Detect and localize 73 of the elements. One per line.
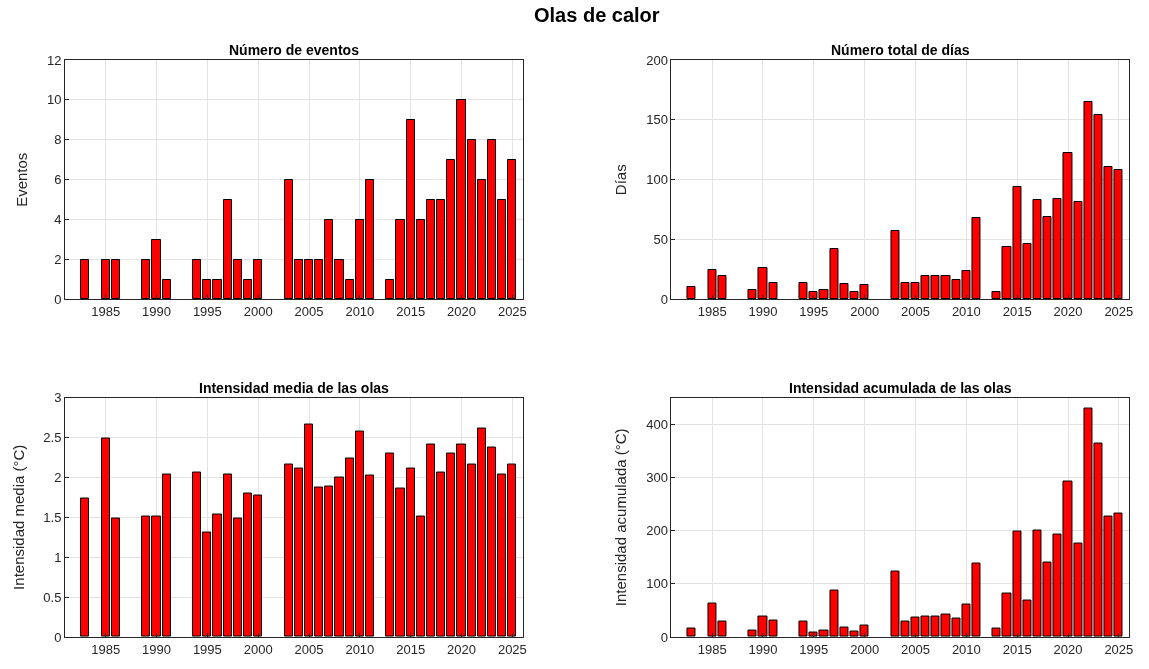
x-tick-label: 2015 (1002, 641, 1032, 657)
y-tick-label: 2 (54, 252, 62, 268)
x-tick-label: 2025 (497, 641, 527, 657)
x-tick-label: 2010 (345, 641, 375, 657)
x-tick-label: 2005 (901, 304, 930, 320)
x-tick-label: 1995 (799, 304, 829, 320)
x-tick-label: 2020 (1053, 641, 1083, 657)
y-tick-label: 150 (646, 112, 668, 128)
x-tick-label: 2020 (447, 641, 476, 657)
x-tick-label: 2005 (294, 641, 324, 657)
x-tick-label: 2025 (1104, 304, 1134, 320)
y-tick-label: 200 (646, 523, 668, 539)
x-tick-label: 2015 (396, 304, 426, 320)
bar (80, 259, 89, 299)
x-tick-label: 2025 (1104, 641, 1134, 657)
y-tick-label: 2.5 (43, 430, 62, 445)
x-tick-label: 1990 (142, 641, 171, 657)
y-tick-label: 2 (54, 469, 62, 485)
y-tick-label: 1 (54, 549, 62, 565)
x-tick-label: 2000 (243, 304, 273, 320)
x-tick-label: 2020 (1053, 304, 1083, 320)
y-tick-label: 0 (54, 292, 62, 308)
chart-title: Número total de días (831, 42, 970, 58)
y-axis-title: Días (612, 164, 630, 196)
x-tick-label: 2020 (447, 304, 476, 320)
bar (80, 497, 89, 637)
y-tick-label: 12 (46, 52, 62, 68)
x-tick-label: 1985 (91, 641, 121, 657)
x-tick-label: 2010 (345, 304, 375, 320)
y-tick-label: 4 (54, 212, 62, 228)
y-axis-title: Eventos (13, 152, 31, 207)
y-tick-label: 0.5 (43, 589, 62, 605)
x-tick-label: 1990 (142, 304, 171, 320)
x-tick-label: 2000 (243, 641, 273, 657)
y-tick-label: 10 (46, 92, 62, 108)
y-tick-label: 0 (660, 629, 668, 645)
chart-title: Número de eventos (229, 42, 360, 58)
y-tick-label: 50 (653, 232, 668, 248)
y-tick-label: 6 (54, 172, 62, 188)
x-tick-label: 2025 (497, 304, 527, 320)
x-tick-label: 1985 (697, 641, 727, 657)
x-tick-label: 2015 (396, 641, 426, 657)
y-tick-label: 100 (646, 172, 668, 188)
bar (686, 286, 696, 299)
x-tick-label: 1985 (697, 304, 727, 320)
text: Olas de calor (534, 4, 660, 26)
x-tick-label: 1985 (91, 304, 121, 320)
x-tick-label: 2010 (951, 641, 981, 657)
x-tick-label: 2005 (901, 641, 930, 657)
x-tick-label: 2015 (1002, 304, 1032, 320)
x-tick-label: 1995 (192, 641, 222, 657)
x-tick-label: 1995 (192, 304, 222, 320)
chart-title: Intensidad acumulada de las olas (789, 380, 1012, 396)
y-tick-label: 0 (660, 292, 668, 308)
x-tick-label: 2010 (951, 304, 981, 320)
y-tick-label: 8 (54, 132, 62, 148)
y-tick-label: 400 (646, 416, 668, 432)
y-tick-label: 100 (646, 576, 668, 592)
x-tick-label: 2005 (294, 304, 324, 320)
bar (686, 627, 696, 637)
y-axis-title: Intensidad acumulada (°C) (612, 428, 630, 607)
y-tick-label: 200 (646, 52, 668, 68)
y-tick-label: 0 (54, 629, 62, 645)
x-tick-label: 2000 (850, 641, 880, 657)
chart-title: Intensidad media de las olas (199, 380, 390, 396)
x-tick-label: 2000 (850, 304, 880, 320)
y-tick-label: 1.5 (43, 509, 62, 525)
x-tick-label: 1990 (748, 304, 778, 320)
x-tick-label: 1995 (799, 641, 829, 657)
x-tick-label: 1990 (748, 641, 778, 657)
y-axis-title: Intensidad media (°C) (9, 444, 27, 590)
y-tick-label: 3 (54, 390, 62, 406)
y-tick-label: 300 (646, 469, 668, 485)
